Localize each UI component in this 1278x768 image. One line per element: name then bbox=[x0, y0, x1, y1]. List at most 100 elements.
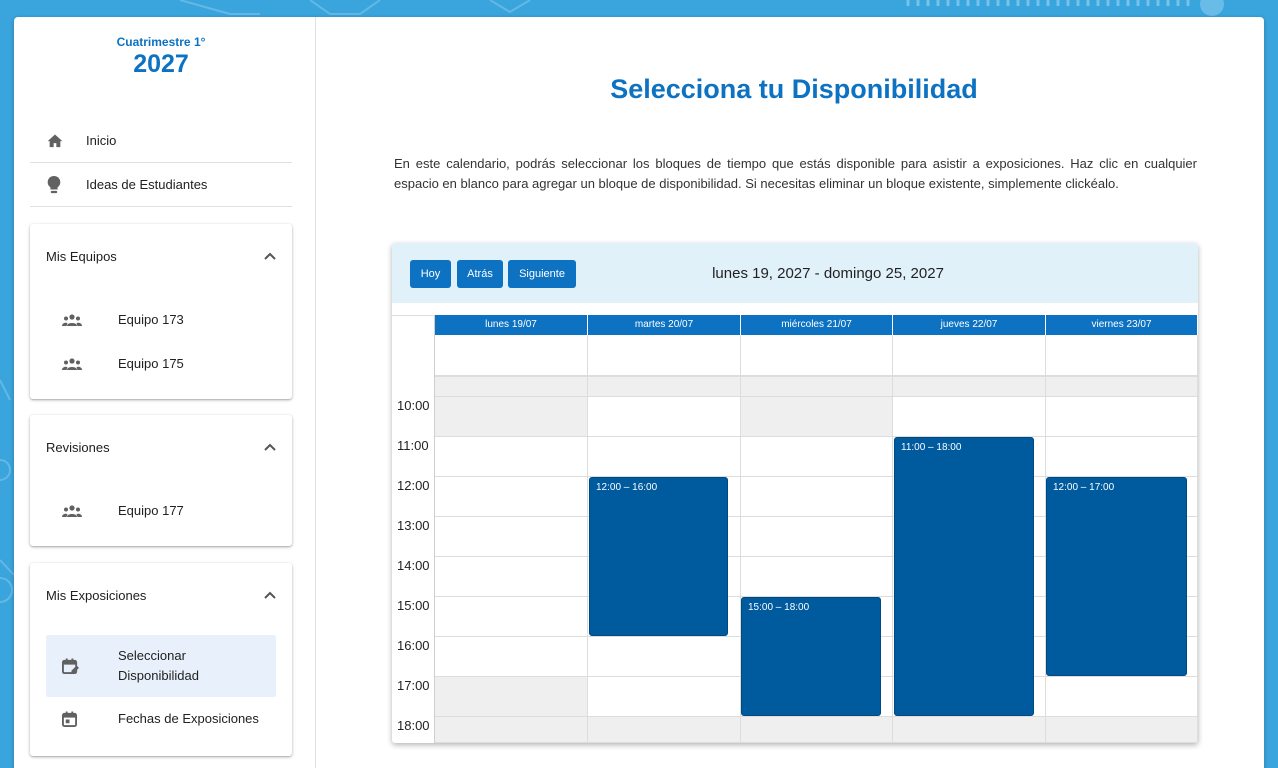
day-header: viernes 23/07 bbox=[1046, 315, 1198, 335]
panel-mis-equipos: Mis Equipos Equipo 173 Equipo 175 bbox=[30, 224, 292, 399]
time-label: 11:00 bbox=[397, 438, 429, 453]
time-slot-cell[interactable] bbox=[588, 397, 741, 437]
group-icon bbox=[46, 505, 118, 517]
next-button[interactable]: Siguiente bbox=[508, 260, 576, 288]
time-label: 10:00 bbox=[397, 398, 430, 413]
panel-item-seleccionar-disponibilidad[interactable]: Seleccionar Disponibilidad bbox=[46, 635, 276, 697]
panel-header-revisiones[interactable]: Revisiones bbox=[30, 415, 292, 479]
allday-cell[interactable] bbox=[435, 335, 588, 377]
calendar-icon bbox=[46, 711, 118, 727]
time-slot-cell[interactable] bbox=[741, 477, 893, 517]
term-header: Cuatrimestre 1° 2027 bbox=[30, 35, 292, 79]
panel-item-equipo-173[interactable]: Equipo 173 bbox=[46, 298, 276, 342]
allday-cell[interactable] bbox=[1046, 335, 1198, 377]
panel-header-equipos[interactable]: Mis Equipos bbox=[30, 224, 292, 288]
time-slot-cell[interactable] bbox=[893, 717, 1046, 743]
panel-item-equipo-177[interactable]: Equipo 177 bbox=[46, 489, 276, 533]
today-button[interactable]: Hoy bbox=[410, 260, 451, 288]
sidebar-item-inicio[interactable]: Inicio bbox=[30, 119, 292, 163]
time-slot-cell[interactable] bbox=[588, 437, 741, 477]
day-header: lunes 19/07 bbox=[435, 315, 588, 335]
time-slot-cell[interactable] bbox=[435, 557, 588, 597]
term-label: Cuatrimestre 1° bbox=[116, 35, 206, 49]
chevron-up-icon bbox=[264, 247, 276, 265]
time-label: 12:00 bbox=[397, 478, 430, 493]
lightbulb-icon bbox=[30, 175, 86, 194]
chevron-up-icon bbox=[264, 438, 276, 456]
day-header: miércoles 21/07 bbox=[741, 315, 893, 335]
time-slot-cell[interactable] bbox=[741, 377, 893, 397]
panel-title: Revisiones bbox=[46, 439, 110, 455]
group-icon bbox=[46, 358, 118, 370]
availability-calendar: Hoy Atrás Siguiente lunes 19, 2027 - dom… bbox=[392, 243, 1198, 743]
time-slot-cell[interactable] bbox=[741, 517, 893, 557]
panel-mis-exposiciones: Mis Exposiciones Seleccionar Disponibili… bbox=[30, 563, 292, 756]
time-label: 16:00 bbox=[397, 638, 430, 653]
time-slot-cell[interactable] bbox=[435, 397, 588, 437]
time-slot-cell[interactable] bbox=[435, 597, 588, 637]
group-icon bbox=[46, 314, 118, 326]
panel-title: Mis Equipos bbox=[46, 248, 117, 264]
day-header: jueves 22/07 bbox=[893, 315, 1046, 335]
panel-item-fechas-exposiciones[interactable]: Fechas de Exposiciones bbox=[46, 697, 276, 741]
time-slot-cell[interactable] bbox=[741, 437, 893, 477]
time-slot-cell[interactable] bbox=[435, 637, 588, 677]
time-label: 15:00 bbox=[397, 598, 430, 613]
time-label: 17:00 bbox=[397, 678, 430, 693]
allday-cell[interactable] bbox=[893, 335, 1046, 377]
day-header: martes 20/07 bbox=[588, 315, 741, 335]
time-slot-cell[interactable] bbox=[1046, 397, 1198, 437]
sidebar: Cuatrimestre 1° 2027 Inicio Ideas de Est… bbox=[14, 17, 316, 768]
panel-item-label: Seleccionar Disponibilidad bbox=[118, 648, 199, 683]
calendar-grid: lunes 19/07 martes 20/07 miércoles 21/07… bbox=[392, 315, 1198, 743]
time-slot-cell[interactable] bbox=[435, 677, 588, 717]
time-label: 14:00 bbox=[397, 558, 430, 573]
time-slot-cell[interactable] bbox=[741, 557, 893, 597]
time-slot-cell[interactable] bbox=[435, 477, 588, 517]
availability-block[interactable]: 12:00 – 16:00 bbox=[589, 477, 728, 636]
sidebar-nav: Inicio Ideas de Estudiantes bbox=[30, 119, 292, 207]
back-button[interactable]: Atrás bbox=[457, 260, 503, 288]
time-slot-cell[interactable] bbox=[588, 377, 741, 397]
time-slot-cell[interactable] bbox=[1046, 717, 1198, 743]
panel-title: Mis Exposiciones bbox=[46, 587, 147, 603]
time-slot-cell[interactable] bbox=[588, 717, 741, 743]
allday-cell[interactable] bbox=[588, 335, 741, 377]
time-slot-cell[interactable] bbox=[1046, 677, 1198, 717]
chevron-up-icon bbox=[264, 586, 276, 604]
time-slot-cell[interactable] bbox=[435, 437, 588, 477]
panel-item-equipo-175[interactable]: Equipo 175 bbox=[46, 342, 276, 386]
time-slot-cell[interactable] bbox=[893, 397, 1046, 437]
availability-block[interactable]: 11:00 – 18:00 bbox=[894, 437, 1034, 716]
time-slot-cell[interactable] bbox=[435, 717, 588, 743]
panel-item-label: Equipo 175 bbox=[118, 356, 184, 371]
availability-block[interactable]: 12:00 – 17:00 bbox=[1046, 477, 1187, 676]
panel-item-label: Equipo 173 bbox=[118, 312, 184, 327]
time-slot-cell[interactable] bbox=[435, 517, 588, 557]
home-icon bbox=[30, 133, 86, 148]
time-slot-cell[interactable] bbox=[741, 717, 893, 743]
time-slot-cell[interactable] bbox=[893, 377, 1046, 397]
time-label: 18:00 bbox=[397, 718, 430, 733]
time-label: 13:00 bbox=[397, 518, 430, 533]
app-card: Cuatrimestre 1° 2027 Inicio Ideas de Est… bbox=[14, 17, 1264, 768]
calendar-toolbar: Hoy Atrás Siguiente lunes 19, 2027 - dom… bbox=[392, 243, 1198, 303]
time-slot-cell[interactable] bbox=[741, 397, 893, 437]
sidebar-item-ideas[interactable]: Ideas de Estudiantes bbox=[30, 163, 292, 207]
date-range-label: lunes 19, 2027 - domingo 25, 2027 bbox=[712, 265, 944, 282]
calendar-edit-icon bbox=[46, 657, 118, 675]
panel-header-exposiciones[interactable]: Mis Exposiciones bbox=[30, 563, 292, 627]
time-slot-cell[interactable] bbox=[1046, 377, 1198, 397]
time-slot-cell[interactable] bbox=[1046, 437, 1198, 477]
availability-block[interactable]: 15:00 – 18:00 bbox=[741, 597, 881, 716]
time-slot-cell[interactable] bbox=[588, 637, 741, 677]
time-slot-cell[interactable] bbox=[435, 377, 588, 397]
panel-revisiones: Revisiones Equipo 177 bbox=[30, 415, 292, 546]
allday-cell[interactable] bbox=[741, 335, 893, 377]
sidebar-item-label: Ideas de Estudiantes bbox=[86, 177, 208, 192]
panel-item-label: Fechas de Exposiciones bbox=[118, 711, 259, 726]
page-title: Selecciona tu Disponibilidad bbox=[610, 74, 978, 104]
time-gutter bbox=[392, 315, 435, 743]
time-slot-cell[interactable] bbox=[588, 677, 741, 717]
sidebar-item-label: Inicio bbox=[86, 133, 117, 148]
